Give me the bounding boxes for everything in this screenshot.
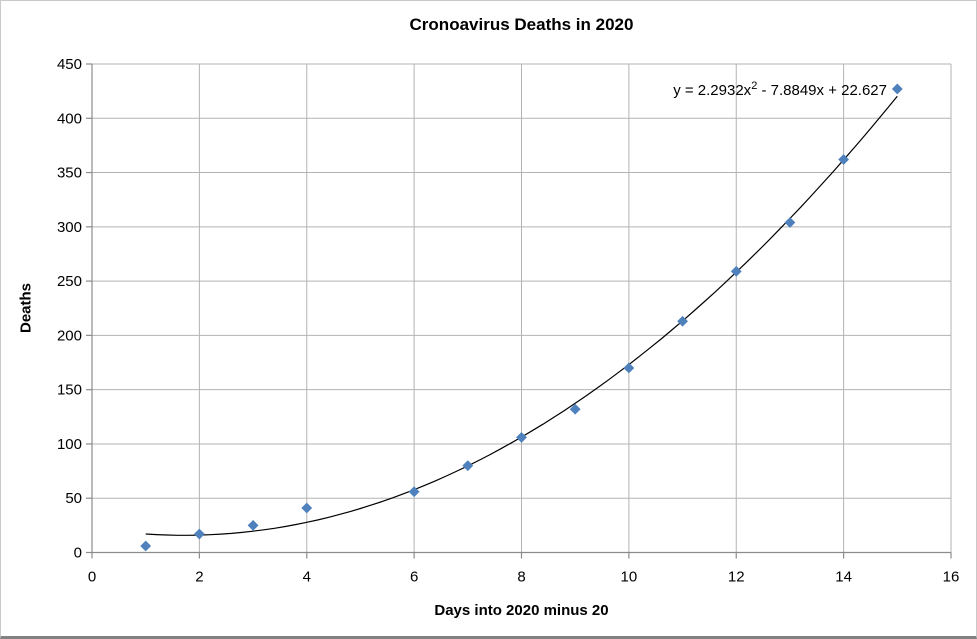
equation-prefix: y = 2.2932x — [673, 82, 752, 99]
data-point — [677, 315, 688, 327]
equation-superscript: 2 — [751, 80, 758, 92]
x-tick-label: 16 — [943, 569, 960, 586]
y-tick-label: 50 — [65, 490, 82, 507]
data-point — [569, 403, 581, 415]
y-tick-label: 450 — [57, 56, 82, 73]
chart-title: Cronoavirus Deaths in 2020 — [409, 15, 634, 34]
data-point — [140, 540, 152, 552]
x-tick-label: 12 — [728, 569, 745, 586]
x-tick-label: 10 — [621, 569, 638, 586]
data-point — [730, 265, 742, 277]
equation-suffix: - 7.8849x + 22.627 — [757, 82, 887, 99]
y-tick-label: 400 — [57, 110, 82, 127]
x-tick-label: 6 — [410, 569, 418, 586]
data-point — [838, 154, 850, 165]
y-tick-label: 350 — [57, 165, 82, 182]
x-tick-label: 8 — [517, 569, 525, 586]
trendline-equation: y = 2.2932x2 - 7.8849x + 22.627 — [673, 80, 887, 99]
x-axis-title: Days into 2020 minus 20 — [434, 602, 609, 619]
data-point — [193, 528, 205, 540]
x-tick-label: 0 — [88, 569, 96, 586]
data-point — [247, 519, 259, 531]
data-point — [462, 460, 474, 472]
data-point — [623, 362, 635, 374]
y-tick-label: 250 — [57, 273, 82, 290]
data-point — [891, 83, 903, 95]
data-point — [408, 486, 420, 498]
y-tick-label: 200 — [57, 327, 82, 344]
y-axis-title: Deaths — [17, 282, 35, 334]
y-tick-label: 0 — [74, 545, 82, 562]
y-tick-label: 300 — [57, 219, 82, 236]
y-tick-label: 100 — [57, 436, 82, 453]
x-tick-label: 2 — [195, 569, 203, 586]
x-tick-label: 4 — [303, 569, 311, 586]
x-tick-label: 14 — [835, 569, 852, 586]
data-point — [516, 432, 527, 443]
y-tick-label: 150 — [57, 382, 82, 399]
data-point — [301, 502, 313, 514]
data-point — [784, 217, 796, 228]
